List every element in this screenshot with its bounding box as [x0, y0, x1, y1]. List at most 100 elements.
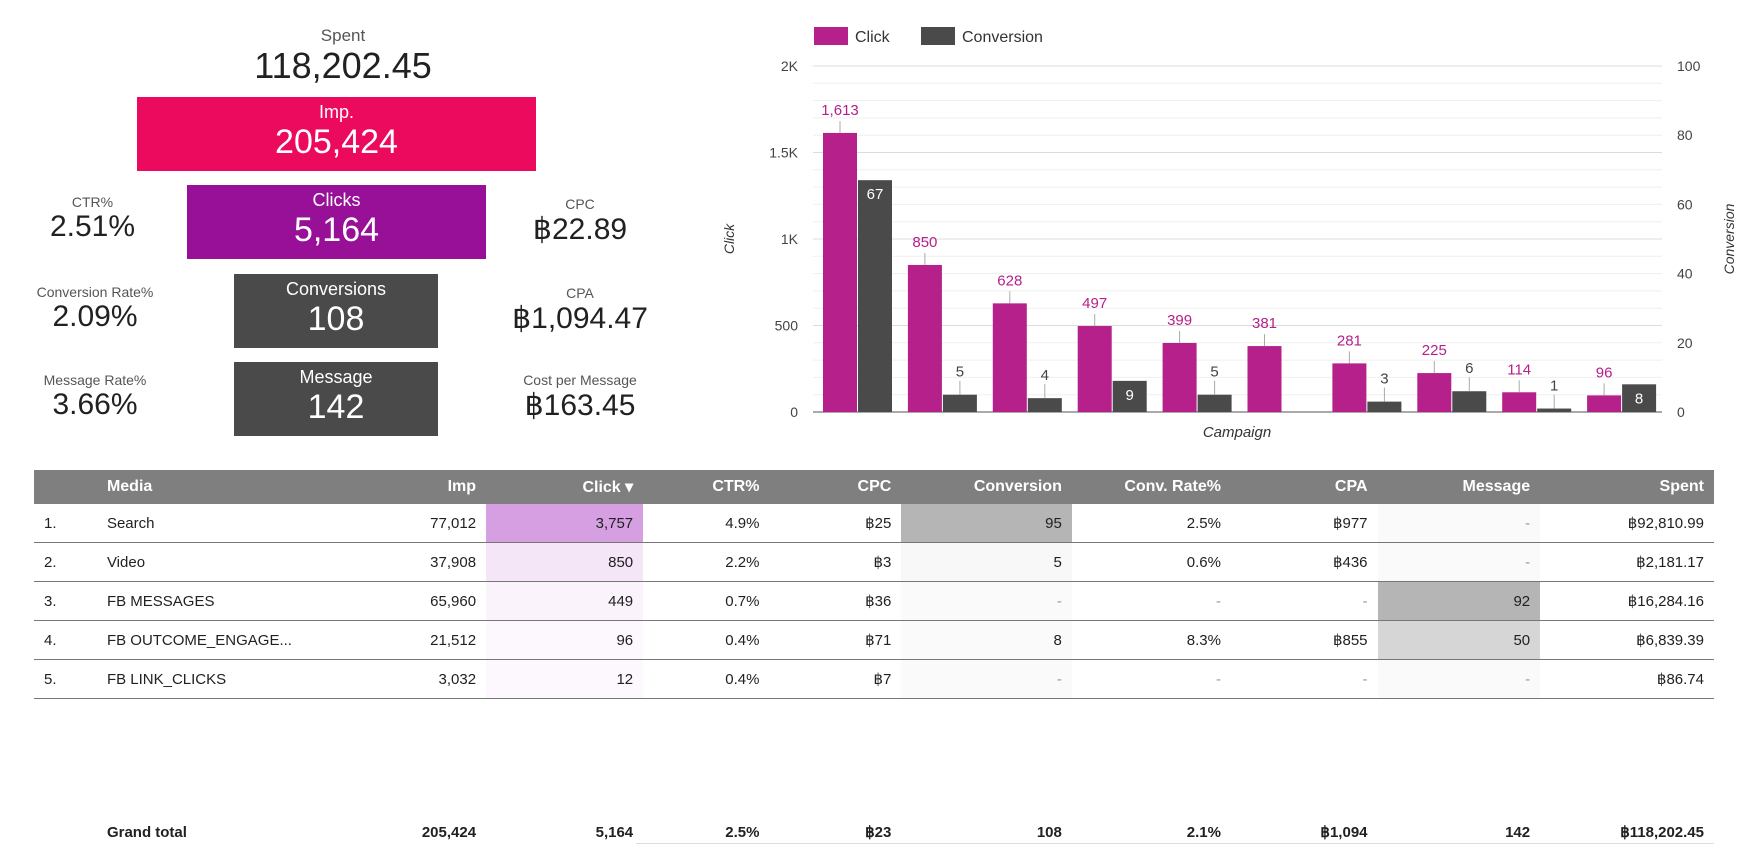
cell-cpa: ฿977	[1230, 504, 1378, 543]
conversion-data-label: 4	[1041, 367, 1049, 384]
table-header-row: Media Imp Click ▾ CTR% CPC Conversion Conv. Ra…	[34, 470, 1714, 504]
column-header-click[interactable]: Click ▾	[486, 470, 644, 504]
y2-tick-label: 60	[1677, 196, 1693, 212]
spent-scorecard: Spent 118,202.45	[238, 26, 448, 86]
cell-rank: 2.	[34, 542, 97, 582]
click-data-label: 114	[1507, 361, 1531, 378]
conversion-data-label: 5	[956, 364, 964, 381]
cell-message: 50	[1377, 620, 1541, 660]
ctr-value: 2.51%	[49, 210, 136, 243]
cell-click: 850	[486, 542, 644, 582]
cpa-value: ฿1,094.47	[512, 302, 648, 335]
cost-per-message-label: Cost per Message	[523, 372, 637, 388]
cell-conv-rate: 0.6%	[1071, 542, 1231, 582]
grand-total-media: Grand total	[106, 823, 187, 841]
column-header-media[interactable]: Media	[96, 470, 359, 504]
msg-rate-label: Message Rate%	[43, 372, 147, 388]
grand-total-divider	[636, 843, 1714, 844]
column-header-spent[interactable]: Spent	[1540, 470, 1714, 504]
cell-message: -	[1377, 659, 1541, 699]
cell-conversion: -	[901, 659, 1072, 699]
cell-ctr: 0.4%	[643, 620, 770, 660]
click-bar	[907, 264, 942, 412]
imp-box: Imp. 205,424	[137, 97, 536, 171]
cell-conversion: 5	[901, 542, 1072, 582]
click-bar	[1247, 346, 1282, 412]
y2-tick-label: 100	[1677, 58, 1701, 74]
conversion-bar	[1622, 384, 1657, 412]
msg-rate-value: 3.66%	[52, 388, 138, 421]
clicks-box: Clicks 5,164	[187, 185, 486, 259]
conversion-data-label: 1	[1550, 378, 1558, 395]
conv-rate-label: Conversion Rate%	[36, 284, 154, 300]
cell-spent: ฿16,284.16	[1540, 581, 1714, 621]
conversion-data-label: 9	[1126, 387, 1134, 404]
click-data-label: 96	[1596, 364, 1613, 381]
grand-total-ctr: 2.5%	[725, 823, 760, 841]
conversion-data-label: 3	[1380, 371, 1388, 388]
conversion-bar	[1027, 398, 1062, 412]
click-data-label: 850	[912, 234, 937, 251]
cell-spent: ฿86.74	[1540, 659, 1714, 699]
grand-total-conv-rate: 2.1%	[1186, 823, 1221, 841]
grand-total-rank	[34, 809, 97, 855]
cell-click: 449	[486, 581, 644, 621]
cpa-label: CPA	[566, 285, 594, 301]
cell-conv-rate: -	[1071, 659, 1231, 699]
legend-label-conversion: Conversion	[962, 29, 1043, 46]
y-axis-title: Click	[721, 223, 737, 254]
y2-tick-label: 80	[1677, 127, 1693, 143]
conversions-label: Conversions	[285, 279, 387, 299]
table-row: 2. Video 37,908 850 2.2% ฿3 5 0.6% ฿436- ฿2,181.1…	[34, 542, 1714, 582]
imp-value: 205,424	[275, 123, 398, 161]
grand-total-click: 5,164	[595, 823, 634, 841]
grand-total-row: Grand total 205,424 5,164 2.5% ฿23 108 2.1% ฿1,…	[34, 809, 1714, 855]
y2-axis-title: Conversion	[1721, 203, 1737, 274]
spent-value: 118,202.45	[254, 45, 432, 86]
conversion-bar	[1367, 401, 1402, 412]
cell-cpc: ฿7	[769, 659, 902, 699]
column-header-cpa[interactable]: CPA	[1230, 470, 1378, 504]
click-data-label: 628	[997, 272, 1022, 289]
column-header-conv-rate[interactable]: Conv. Rate%	[1071, 470, 1231, 504]
cell-spent: ฿92,810.99	[1540, 504, 1714, 543]
click-bar	[992, 303, 1027, 412]
table-spacer	[34, 699, 1714, 810]
cell-imp: 3,032	[358, 659, 487, 699]
cell-ctr: 0.7%	[643, 581, 770, 621]
cell-imp: 77,012	[358, 504, 487, 543]
click-bar	[1332, 363, 1367, 412]
column-header-imp[interactable]: Imp	[358, 470, 487, 504]
cell-spent: ฿2,181.17	[1540, 542, 1714, 582]
conversions-value: 108	[307, 300, 365, 338]
column-header-ctr[interactable]: CTR%	[643, 470, 770, 504]
grand-total-cpc: ฿23	[865, 824, 892, 841]
cell-rank: 5.	[34, 659, 97, 699]
cell-conversion: -	[901, 581, 1072, 621]
cell-message: -	[1377, 504, 1541, 543]
grand-total-spent: ฿118,202.45	[1620, 824, 1704, 841]
cell-cpa: -	[1230, 581, 1378, 621]
click-bar	[1417, 373, 1452, 412]
cell-cpa: ฿436	[1230, 542, 1378, 582]
click-bar	[1162, 342, 1197, 412]
cell-media: FB LINK_CLICKS	[96, 659, 359, 699]
cell-rank: 3.	[34, 581, 97, 621]
click-data-label: 399	[1167, 312, 1192, 329]
column-header-cpc[interactable]: CPC	[769, 470, 902, 504]
table-row: 1. Search 77,012 3,757 4.9% ฿25 95 2.5% ฿977- ฿92…	[34, 504, 1714, 543]
column-header-message[interactable]: Message	[1377, 470, 1541, 504]
cost-per-message-value: ฿163.45	[524, 389, 636, 422]
spent-label: Spent	[320, 26, 366, 45]
cpc-label: CPC	[565, 196, 595, 212]
campaign-bar-chart: 0 500 1K 1.5K 2K 0 20 40 60 80 100 Click Conversion C…	[721, 27, 1737, 441]
conversion-data-label: 5	[1210, 364, 1218, 381]
conversion-bar	[1112, 380, 1147, 412]
conversion-bar	[1197, 394, 1232, 412]
y2-tick-label: 40	[1677, 266, 1693, 282]
cell-conversion: 95	[901, 504, 1072, 543]
click-data-label: 497	[1082, 295, 1107, 312]
column-header-conversion[interactable]: Conversion	[901, 470, 1072, 504]
grand-total-imp: 205,424	[421, 823, 477, 841]
cell-imp: 21,512	[358, 620, 487, 660]
